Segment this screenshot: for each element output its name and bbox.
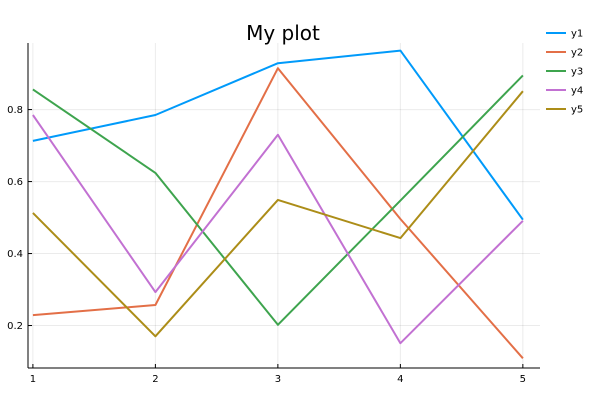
y-tick-label: 0.6	[7, 177, 23, 188]
axes	[27, 43, 540, 369]
series-lines	[32, 49, 524, 359]
legend-label-y5: y5	[571, 105, 583, 116]
x-tick-label: 3	[275, 374, 281, 385]
series-line-y4	[32, 114, 524, 345]
y-tick-label: 0.4	[7, 249, 23, 260]
legend-label-y1: y1	[571, 29, 583, 40]
legend-label-y4: y4	[571, 86, 583, 97]
series-line-y5	[32, 90, 524, 338]
legend: y1 y2 y3 y4 y5	[546, 29, 583, 116]
tick-labels: 1 2 3 4 5 0.2 0.4 0.6 0.8	[7, 105, 526, 385]
x-tick-label: 1	[30, 374, 36, 385]
x-tick-label: 2	[152, 374, 158, 385]
legend-label-y2: y2	[571, 48, 583, 59]
series-line-y1	[32, 49, 524, 221]
y-tick-label: 0.2	[7, 321, 23, 332]
series-line-y2	[32, 67, 524, 359]
grid-lines	[28, 43, 540, 368]
legend-label-y3: y3	[571, 67, 583, 78]
series-line-y3	[32, 74, 524, 326]
x-tick-label: 5	[520, 374, 526, 385]
chart-title: My plot	[246, 21, 320, 45]
y-tick-label: 0.8	[7, 105, 23, 116]
x-tick-label: 4	[397, 374, 403, 385]
